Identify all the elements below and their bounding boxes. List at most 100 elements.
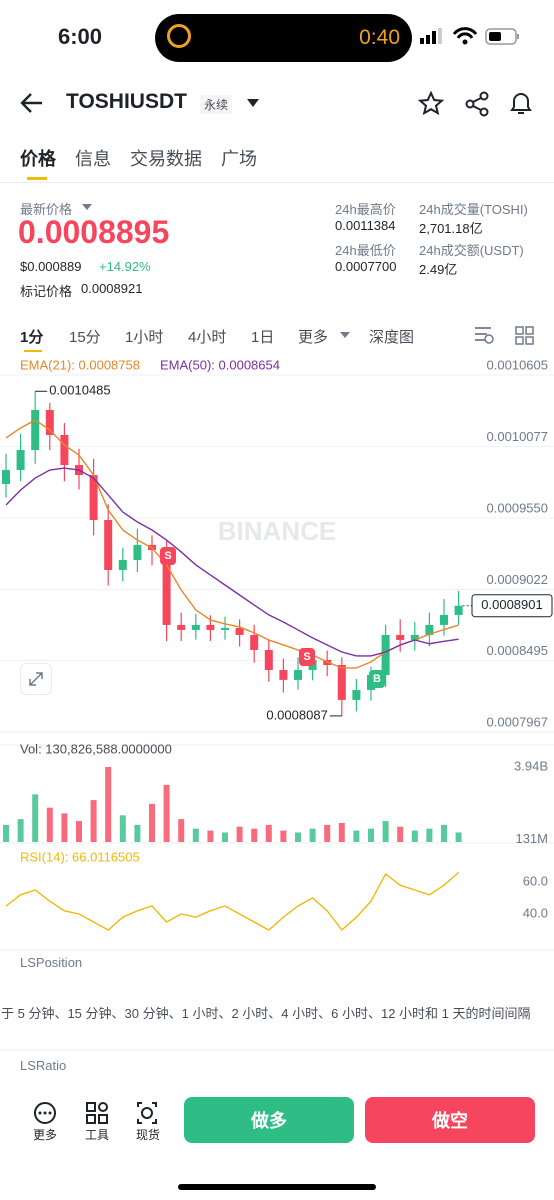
volume-bar <box>309 828 316 842</box>
interval[interactable]: 1日 <box>251 329 275 346</box>
volume-bar <box>397 826 404 842</box>
candle-body <box>104 520 113 570</box>
volume-bar <box>207 830 214 842</box>
candle-body <box>206 624 215 630</box>
candle-body <box>440 614 448 625</box>
last-price: 0.0008901 <box>481 597 542 612</box>
volume-bar <box>280 830 287 842</box>
candle-body <box>89 475 98 521</box>
candle-body <box>162 549 171 625</box>
volume-bar <box>76 821 82 842</box>
candle-body <box>2 470 10 485</box>
rsi-line <box>5 871 460 932</box>
last-price-tag <box>471 594 553 618</box>
volume-bar <box>265 824 272 842</box>
status-icons <box>420 27 519 45</box>
volume-bar <box>324 824 331 842</box>
signal-label: S <box>303 651 310 663</box>
nav-item[interactable]: 更多 <box>32 1128 57 1142</box>
stat-label: 24h成交量(TOSHI) <box>419 202 528 217</box>
y-tick-label: 0.0009550 <box>487 500 548 515</box>
y-tick-label: 131M <box>515 831 548 846</box>
timer-icon <box>167 24 191 48</box>
indicator-note: 用于 5 分钟、15 分钟、30 分钟、1 小时、2 小时、4 小时、6 小时、… <box>0 1006 531 1021</box>
candle-body <box>60 434 69 466</box>
interval[interactable]: 深度图 <box>369 329 415 346</box>
ema-line <box>5 419 459 669</box>
last-price: 0.0008895 <box>18 214 170 250</box>
last-price-label: 最新价格 <box>20 202 73 217</box>
volume-bar <box>441 824 447 842</box>
volume-bar <box>295 832 301 842</box>
watermark: BINANCE <box>218 516 336 546</box>
stat-label: 24h最低价 <box>335 243 396 258</box>
dropdown-arrow[interactable] <box>340 331 350 339</box>
candle-body <box>294 670 302 680</box>
header-actions[interactable] <box>418 91 538 117</box>
symbol[interactable]: TOSHIUSDT <box>66 90 187 113</box>
interval[interactable]: 1分 <box>20 329 44 346</box>
tab[interactable]: 交易数据 <box>130 149 202 169</box>
candle-body <box>264 649 273 671</box>
y-tick-label: 0.0007967 <box>487 715 548 730</box>
legend-entry: EMA(50): 0.0008654 <box>160 357 280 372</box>
price-change: +14.92% <box>99 259 151 274</box>
long-button[interactable]: 做多 <box>184 1097 354 1143</box>
volume-bar <box>61 813 68 842</box>
tab-indicator <box>27 177 47 180</box>
volume-bar <box>236 826 243 842</box>
volume-bar <box>368 828 374 842</box>
signal-label: S <box>164 550 171 562</box>
volume-bar <box>178 819 185 842</box>
volume-bar <box>426 828 433 842</box>
interval[interactable]: 4小时 <box>188 329 227 346</box>
volume-bar <box>32 794 39 842</box>
candle-body <box>191 624 200 630</box>
volume-bar <box>251 828 258 842</box>
volume-bar <box>192 828 199 842</box>
candle-body <box>177 624 186 630</box>
nav-item[interactable]: 工具 <box>84 1128 109 1142</box>
nav-icons[interactable] <box>32 1101 172 1125</box>
legend-entry: EMA(21): 0.0008758 <box>20 357 140 372</box>
candle-body <box>454 605 463 615</box>
contract-badge: 永续 <box>200 95 233 114</box>
volume-bar <box>455 832 462 842</box>
candle-body <box>381 634 390 676</box>
dynamic-island: 0:40 <box>155 14 412 62</box>
interval[interactable]: 1小时 <box>125 329 164 346</box>
back-button[interactable] <box>20 92 44 114</box>
volume-bar <box>353 830 360 842</box>
indicator-name: LSRatio <box>20 1058 67 1073</box>
dropdown-arrow[interactable] <box>246 98 260 108</box>
volume-bar <box>411 830 418 842</box>
volume-bar <box>134 824 141 842</box>
signal-badge <box>160 547 176 565</box>
stat-value: 2.49亿 <box>419 262 458 277</box>
y-tick-label: 0.0010077 <box>487 429 548 444</box>
stat-value: 0.0007700 <box>335 259 397 274</box>
nav-item[interactable]: 现货 <box>135 1128 160 1142</box>
interval[interactable]: 更多 <box>298 329 329 346</box>
mark-price: 0.0008921 <box>81 281 143 296</box>
stat-value: 0.0011384 <box>335 218 396 233</box>
divider <box>0 182 554 183</box>
tab[interactable]: 价格 <box>20 149 56 169</box>
clock: 6:00 <box>58 24 103 49</box>
chart-settings[interactable] <box>474 325 536 345</box>
tab[interactable]: 广场 <box>221 149 257 169</box>
candle-body <box>31 409 40 451</box>
tab[interactable]: 信息 <box>75 149 111 169</box>
interval[interactable]: 15分 <box>69 329 101 346</box>
ema-line <box>5 467 459 657</box>
short-button[interactable]: 做空 <box>365 1097 535 1143</box>
candle-body <box>352 689 361 700</box>
y-tick-label: 0.0008495 <box>487 643 548 658</box>
volume-bar <box>105 766 112 842</box>
volume-bar <box>17 819 24 842</box>
y-tick-label: 40.0 <box>523 905 548 920</box>
expand-button[interactable] <box>20 663 52 695</box>
candle-body <box>425 624 434 635</box>
dropdown-arrow[interactable] <box>82 203 92 211</box>
volume-bar <box>46 807 53 842</box>
